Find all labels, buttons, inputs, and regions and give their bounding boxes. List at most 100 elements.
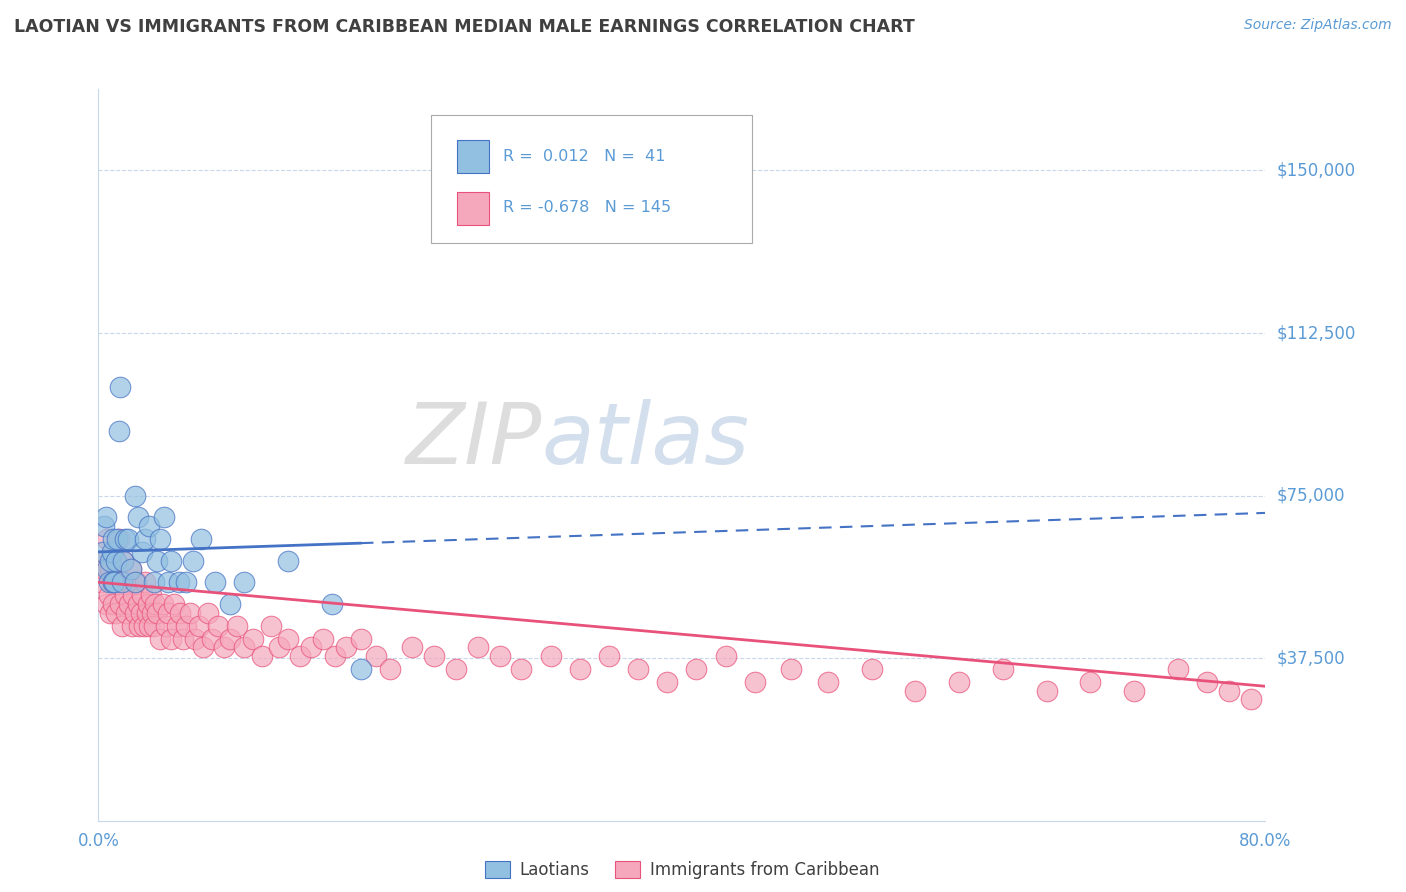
- Point: [142, 575, 165, 590]
- Point: [744, 675, 766, 690]
- Point: [1240, 692, 1263, 706]
- Point: [104, 606, 127, 620]
- Point: [146, 606, 169, 620]
- Point: [207, 618, 229, 632]
- Point: [218, 632, 240, 646]
- Point: [111, 618, 134, 632]
- Point: [135, 606, 157, 620]
- Point: [124, 489, 146, 503]
- Point: [127, 597, 149, 611]
- Point: [91, 545, 114, 559]
- Point: [1218, 683, 1240, 698]
- Bar: [457, 192, 489, 225]
- Point: [299, 640, 322, 655]
- Point: [93, 562, 115, 576]
- Point: [174, 575, 197, 590]
- Point: [149, 532, 172, 546]
- Point: [212, 640, 235, 655]
- Point: [540, 648, 562, 663]
- Point: [112, 553, 135, 567]
- Point: [201, 632, 224, 646]
- Point: [136, 597, 159, 611]
- Point: [115, 606, 138, 620]
- Point: [1080, 675, 1102, 690]
- Point: [101, 575, 124, 590]
- Point: [146, 553, 169, 567]
- Point: [138, 618, 160, 632]
- Point: [233, 575, 256, 590]
- Point: [97, 575, 120, 590]
- Point: [160, 553, 183, 567]
- Point: [127, 510, 149, 524]
- Point: [114, 588, 136, 602]
- Text: $112,500: $112,500: [1277, 324, 1355, 342]
- Point: [114, 532, 136, 546]
- Point: [204, 575, 226, 590]
- Point: [288, 648, 311, 663]
- Point: [904, 683, 927, 698]
- Point: [321, 597, 343, 611]
- Text: $37,500: $37,500: [1277, 649, 1346, 667]
- Point: [190, 532, 212, 546]
- Point: [169, 606, 191, 620]
- Point: [108, 532, 131, 546]
- Point: [105, 562, 128, 576]
- Point: [108, 424, 131, 438]
- Point: [120, 562, 142, 576]
- Point: [378, 662, 402, 676]
- Point: [627, 662, 650, 676]
- Point: [98, 553, 121, 567]
- Point: [323, 648, 346, 663]
- Point: [120, 562, 142, 576]
- Text: LAOTIAN VS IMMIGRANTS FROM CARIBBEAN MEDIAN MALE EARNINGS CORRELATION CHART: LAOTIAN VS IMMIGRANTS FROM CARIBBEAN MED…: [14, 18, 915, 36]
- Point: [277, 632, 299, 646]
- Point: [110, 380, 132, 394]
- Point: [143, 597, 166, 611]
- Point: [364, 648, 387, 663]
- Text: R = -0.678   N = 145: R = -0.678 N = 145: [503, 200, 672, 215]
- Point: [226, 618, 249, 632]
- Point: [181, 553, 204, 567]
- Point: [488, 648, 510, 663]
- Point: [598, 648, 620, 663]
- Point: [188, 618, 211, 632]
- Point: [157, 606, 180, 620]
- Bar: [457, 140, 489, 173]
- Point: [117, 532, 139, 546]
- Point: [179, 606, 201, 620]
- Point: [100, 575, 122, 590]
- Point: [350, 662, 373, 676]
- Point: [174, 618, 197, 632]
- Legend: Laotians, Immigrants from Caribbean: Laotians, Immigrants from Caribbean: [478, 854, 886, 886]
- Point: [94, 510, 117, 524]
- Text: $150,000: $150,000: [1277, 161, 1355, 179]
- Point: [1195, 675, 1218, 690]
- Point: [153, 510, 176, 524]
- Point: [134, 575, 156, 590]
- Point: [131, 545, 153, 559]
- Point: [685, 662, 707, 676]
- Point: [335, 640, 357, 655]
- Point: [101, 532, 124, 546]
- Point: [312, 632, 335, 646]
- Point: [111, 575, 134, 590]
- Point: [103, 575, 125, 590]
- Point: [101, 597, 124, 611]
- Point: [98, 562, 121, 576]
- Point: [149, 632, 172, 646]
- Point: [96, 562, 118, 576]
- Point: [197, 606, 219, 620]
- Point: [155, 618, 177, 632]
- Point: [91, 553, 114, 567]
- FancyBboxPatch shape: [432, 115, 752, 243]
- Point: [277, 553, 299, 567]
- Point: [125, 575, 148, 590]
- Point: [163, 597, 186, 611]
- Point: [118, 597, 141, 611]
- Point: [714, 648, 737, 663]
- Point: [124, 606, 146, 620]
- Point: [350, 632, 373, 646]
- Point: [141, 606, 163, 620]
- Point: [110, 597, 132, 611]
- Point: [401, 640, 423, 655]
